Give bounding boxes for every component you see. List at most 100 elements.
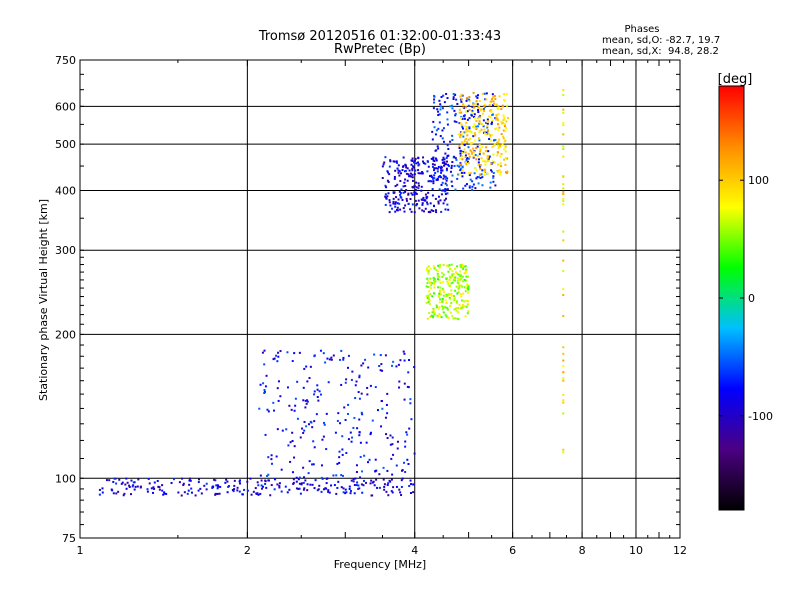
data-point (481, 112, 484, 115)
data-point (420, 185, 423, 188)
data-point (476, 94, 479, 97)
data-point (414, 191, 417, 194)
data-point (429, 202, 432, 205)
data-point (453, 155, 456, 158)
data-point (431, 311, 434, 314)
data-point (478, 130, 481, 133)
data-point (112, 492, 115, 495)
data-point (448, 297, 451, 300)
data-point (182, 482, 185, 485)
data-point (98, 493, 101, 496)
data-point (491, 170, 494, 173)
data-point (433, 160, 436, 163)
data-point (406, 458, 409, 461)
data-point (401, 477, 404, 480)
data-point (432, 182, 435, 185)
data-point (497, 140, 500, 143)
data-point (484, 163, 487, 166)
data-point (424, 193, 427, 196)
data-point (426, 282, 429, 285)
data-point (453, 276, 456, 279)
data-point (407, 371, 410, 374)
data-point (293, 445, 296, 448)
data-point (471, 125, 474, 128)
data-point (458, 285, 461, 288)
data-point (502, 137, 505, 140)
data-point (327, 490, 330, 493)
data-point (479, 176, 482, 179)
data-point (475, 125, 478, 128)
data-point (267, 479, 270, 482)
data-point (441, 107, 444, 110)
data-point (489, 116, 492, 119)
data-point (263, 390, 266, 393)
data-point (446, 97, 449, 100)
data-point (130, 479, 133, 482)
data-point (313, 446, 316, 449)
data-point (459, 306, 462, 309)
data-point (352, 480, 355, 483)
data-point (433, 281, 436, 284)
data-point (446, 177, 449, 180)
data-point (371, 481, 374, 484)
data-point (407, 193, 410, 196)
data-point (322, 488, 325, 491)
data-point (406, 167, 409, 170)
data-point (480, 128, 483, 131)
data-point (456, 317, 459, 320)
data-point (304, 479, 307, 482)
data-point (278, 484, 281, 487)
data-point (454, 93, 457, 96)
data-point (475, 100, 478, 103)
data-point (449, 140, 452, 143)
data-point (485, 98, 488, 101)
data-point (437, 195, 440, 198)
data-point (415, 204, 418, 207)
data-point (562, 365, 565, 368)
data-point (442, 174, 445, 177)
data-point (415, 192, 418, 195)
data-point (451, 138, 454, 141)
data-point (505, 126, 508, 129)
data-point (451, 104, 454, 107)
data-point (473, 126, 476, 129)
data-point (386, 392, 389, 395)
data-point (399, 172, 402, 175)
data-point (291, 360, 294, 363)
data-point (483, 160, 486, 163)
data-point (354, 384, 357, 387)
data-point (480, 122, 483, 125)
data-point (183, 491, 186, 494)
data-point (479, 167, 482, 170)
data-point (375, 478, 378, 481)
data-point (389, 434, 392, 437)
data-point (123, 492, 126, 495)
data-point (385, 196, 388, 199)
data-point (486, 157, 489, 160)
data-point (217, 485, 220, 488)
data-point (479, 147, 482, 150)
data-point (447, 281, 450, 284)
x-tick-label: 1 (77, 544, 84, 557)
data-point (402, 350, 405, 353)
data-point (270, 484, 273, 487)
data-point (456, 307, 459, 310)
colorbar-tick-label: 100 (748, 174, 769, 187)
data-point (413, 173, 416, 176)
data-point (500, 108, 503, 111)
data-point (454, 114, 457, 117)
data-point (426, 277, 429, 280)
data-point (458, 173, 461, 176)
data-point (404, 184, 407, 187)
data-point (311, 483, 314, 486)
data-point (391, 491, 394, 494)
data-point (496, 151, 499, 154)
data-point (318, 390, 321, 393)
data-point (463, 278, 466, 281)
data-point (499, 171, 502, 174)
data-point (414, 199, 417, 202)
data-point (482, 152, 485, 155)
data-point (425, 196, 428, 199)
data-point (330, 484, 333, 487)
data-point (466, 157, 469, 160)
